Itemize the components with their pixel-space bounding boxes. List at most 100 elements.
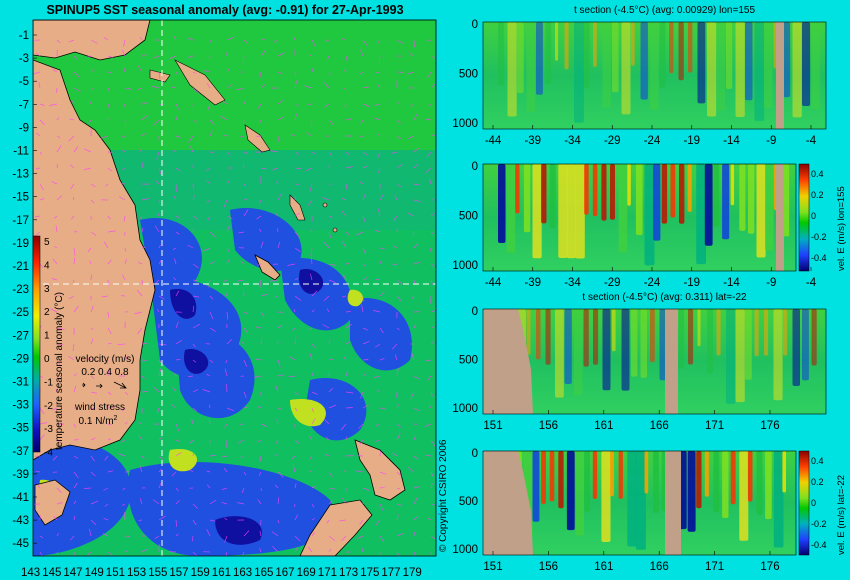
section-feature [735, 22, 745, 117]
velocity-arrow [90, 183, 96, 188]
velocity-arrow [56, 359, 61, 367]
section-feature [811, 309, 817, 366]
velocity-arrow [396, 423, 402, 428]
section-panels: t section (-4.5°C) (avg: 0.00929) lon=15… [452, 5, 847, 573]
section-land-mask [483, 451, 533, 555]
velocity-arrow [375, 519, 381, 526]
velocity-arrow [328, 487, 336, 490]
velocity-arrow [413, 163, 418, 169]
velocity-arrow [139, 498, 143, 505]
velocity-arrow [430, 483, 433, 489]
velocity-arrow [430, 439, 436, 447]
velocity-arrow [88, 119, 92, 124]
section-gap-mask [776, 22, 784, 129]
velocity-arrow [430, 391, 433, 397]
section-x-tick: 156 [539, 561, 558, 573]
velocity-arrow [156, 309, 160, 313]
section-feature [697, 309, 701, 347]
section-y-tick: 1000 [452, 544, 478, 556]
velocity-arrow [345, 55, 348, 61]
velocity-arrow [52, 407, 58, 411]
velocity-arrow [173, 277, 177, 281]
velocity-arrow [255, 358, 262, 361]
velocity-arrow [56, 163, 59, 169]
section-x-tick: 151 [483, 561, 502, 573]
velocity-arrow [209, 119, 215, 126]
velocity-arrow [170, 403, 177, 409]
velocity-arrow [209, 130, 213, 137]
velocity-arrow [155, 279, 160, 284]
velocity-arrow [376, 389, 381, 393]
velocity-arrow [259, 279, 262, 288]
velocity-arrow [158, 436, 163, 441]
section-feature [635, 451, 646, 550]
velocity-arrow [396, 164, 403, 169]
velocity-arrow [226, 84, 233, 89]
velocity-arrow [277, 241, 281, 249]
velocity-arrow [207, 215, 211, 222]
velocity-arrow [123, 39, 126, 47]
velocity-arrow [89, 528, 92, 537]
velocity-arrow [207, 103, 211, 112]
velocity-arrow [430, 535, 436, 540]
velocity-arrow [427, 517, 432, 521]
velocity-arrow [258, 471, 262, 476]
velocity-arrow [138, 421, 143, 425]
velocity-arrow [192, 389, 199, 393]
velocity-arrow [236, 87, 245, 91]
velocity-arrow [107, 167, 113, 172]
section-feature [756, 164, 766, 258]
velocity-arrow [310, 229, 313, 233]
velocity-arrow [292, 327, 296, 331]
velocity-arrow [277, 100, 283, 105]
velocity-arrow [413, 435, 416, 441]
velocity-arrow [202, 69, 211, 73]
section-x-tick: 171 [705, 420, 724, 432]
velocity-arrow [107, 438, 111, 441]
velocity-arrow [137, 65, 143, 73]
velocity-arrow [362, 372, 367, 377]
section-feature [517, 22, 524, 94]
lon-tick: 149 [85, 567, 104, 579]
section-feature [507, 22, 517, 117]
velocity-arrow [275, 212, 279, 217]
velocity-arrow [224, 368, 228, 377]
velocity-arrow [175, 519, 178, 527]
lon-tick: 151 [106, 567, 125, 579]
velocity-arrow [52, 258, 58, 265]
velocity-arrow [90, 500, 99, 505]
velocity-arrow [311, 532, 316, 537]
velocity-arrow [156, 151, 160, 160]
velocity-arrow [426, 151, 432, 158]
velocity-arrow [430, 326, 435, 329]
velocity-arrow [209, 454, 217, 457]
velocity-arrow [430, 341, 435, 345]
section-feature [792, 22, 802, 118]
velocity-arrow [311, 68, 314, 73]
velocity-arrow [141, 102, 148, 105]
section-feature [545, 309, 551, 365]
velocity-arrow [208, 279, 211, 288]
velocity-arrow [396, 533, 404, 537]
velocity-arrow [379, 291, 385, 297]
velocity-arrow [392, 245, 398, 249]
velocity-arrow [328, 339, 331, 345]
velocity-arrow [427, 375, 432, 382]
velocity-arrow [124, 391, 129, 396]
velocity-arrow [124, 535, 130, 537]
velocity-arrow [345, 407, 353, 409]
lat-tick: -3 [19, 53, 29, 65]
section-feature [650, 309, 655, 363]
velocity-arrow [122, 50, 126, 57]
velocity-arrow [428, 103, 432, 107]
section-feature [536, 22, 543, 95]
velocity-arrow [328, 500, 333, 505]
velocity-arrow [294, 295, 302, 301]
velocity-arrow [276, 181, 279, 185]
velocity-arrow [413, 183, 420, 186]
velocity-arrow [209, 419, 211, 425]
velocity-arrow [362, 215, 366, 223]
section-feature [697, 22, 706, 104]
velocity-arrow [141, 227, 144, 233]
velocity-arrow [277, 359, 281, 368]
